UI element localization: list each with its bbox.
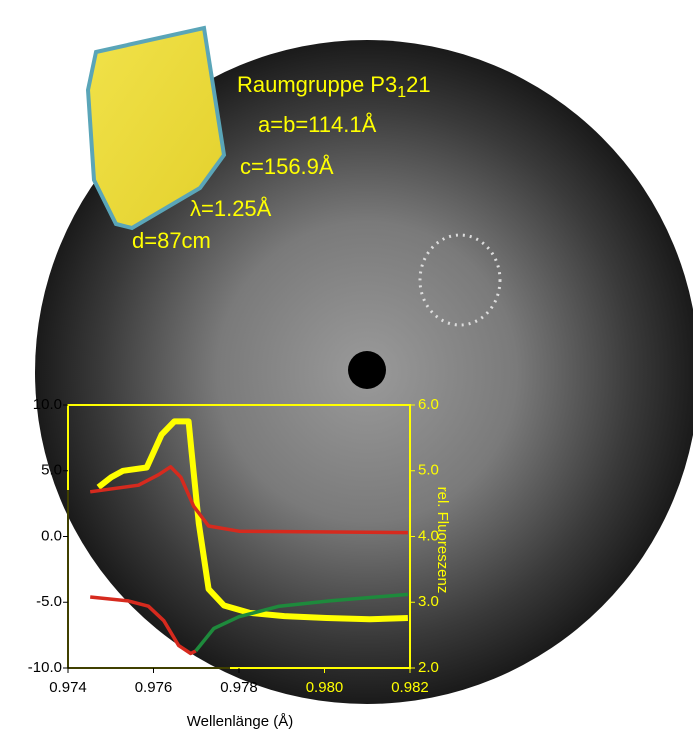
y2-tick-label: 4.0 (418, 527, 439, 544)
y-tick-label: 0.0 (41, 527, 62, 544)
space-group-sub: 1 (397, 84, 406, 101)
y2-tick-label: 3.0 (418, 593, 439, 610)
y-tick-label: -10.0 (28, 659, 62, 676)
cell-c: c=156.9Å (240, 154, 334, 179)
x-tick-label: 0.976 (135, 679, 173, 696)
cell-ab: a=b=114.1Å (258, 112, 377, 137)
space-group-end: 21 (406, 72, 430, 97)
x-tick-label: 0.982 (391, 679, 429, 696)
x-tick-label: 0.980 (306, 679, 344, 696)
y-tick-label: -5.0 (36, 593, 62, 610)
y-tick-label: 5.0 (41, 462, 62, 479)
beam-stop (348, 351, 386, 389)
x-axis-label: Wellenlänge (Å) (187, 713, 293, 730)
y2-tick-label: 2.0 (418, 659, 439, 676)
wavelength: λ=1.25Å (190, 196, 272, 221)
distance: d=87cm (132, 228, 211, 253)
space-group-text: Raumgruppe P3 (237, 72, 397, 97)
y-tick-label: 10.0 (33, 396, 62, 413)
y2-tick-label: 5.0 (418, 462, 439, 479)
x-tick-label: 0.974 (49, 679, 87, 696)
figure: Raumgruppe P3121 a=b=114.1Å c=156.9Å λ=1… (0, 0, 693, 740)
y2-tick-label: 6.0 (418, 396, 439, 413)
x-tick-label: 0.978 (220, 679, 258, 696)
